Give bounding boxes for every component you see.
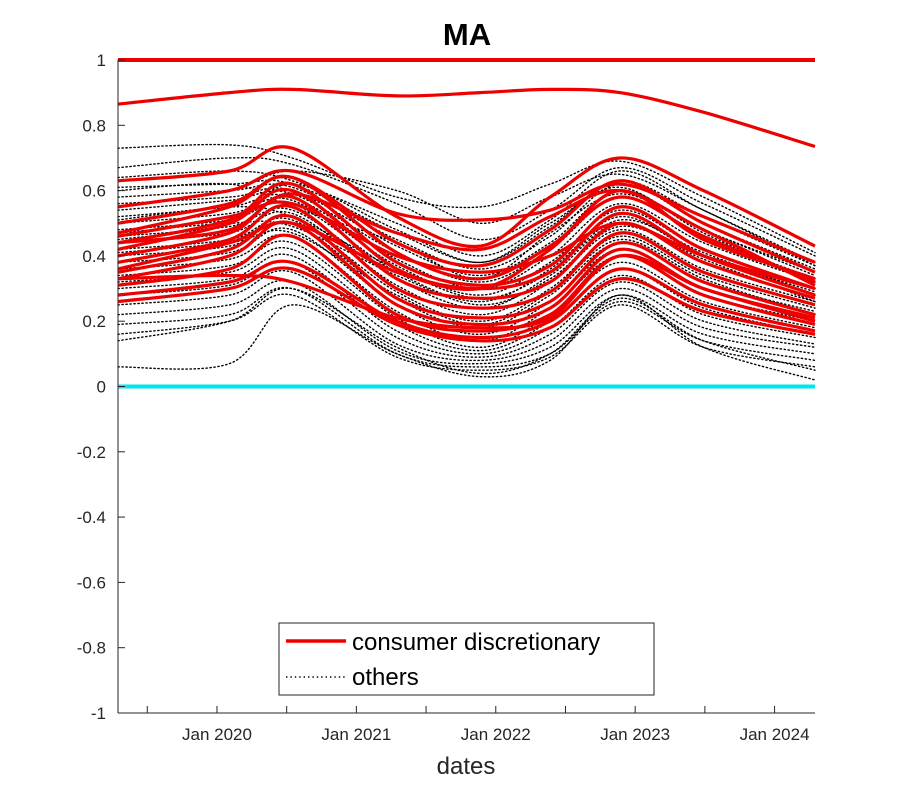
y-tick-label: 1: [97, 51, 106, 70]
series-line-others-ot-18: [117, 247, 816, 352]
series-line-consumer-discretionary-cd-15: [117, 188, 816, 291]
series-line-consumer-discretionary-cd-1: [117, 145, 816, 249]
legend: consumer discretionary others: [278, 622, 655, 696]
x-axis-label: dates: [437, 753, 496, 780]
series-layer: [117, 57, 816, 389]
series-line-consumer-discretionary-cd-top: [117, 87, 816, 149]
series-line-others-ot-25: [117, 287, 816, 375]
y-tick-label: -0.6: [77, 573, 106, 592]
x-tick-label: Jan 2021: [321, 725, 391, 744]
axes-layer: 1 0.8 0.6 0.4 0.2 0 -0.2 -0.4 -0.6 -0.8 -1 Jan 2020…: [77, 51, 815, 744]
x-tick-label: Jan 2020: [182, 725, 252, 744]
series-line-others-ot-29: [117, 183, 816, 283]
series-line-others-ot-5: [117, 183, 816, 270]
x-tick-label: Jan 2024: [740, 725, 810, 744]
y-tick-label: 0.8: [82, 116, 106, 135]
series-line-consumer-discretionary-cd-9: [117, 213, 816, 320]
y-tick-label: -0.8: [77, 639, 106, 658]
y-tick-label: -0.2: [77, 443, 106, 462]
x-tick-label: Jan 2022: [461, 725, 531, 744]
y-tick-label: 0.2: [82, 312, 106, 331]
series-line-consumer-discretionary-cd-16: [117, 188, 816, 287]
y-tick-label: 0.4: [82, 247, 106, 266]
series-line-consumer-discretionary-cd-14: [117, 200, 816, 291]
series-line-others-ot-24: [117, 293, 816, 371]
series-line-others-ot-2: [117, 156, 816, 257]
series-line-others-ot-22: [117, 279, 816, 365]
chart-title: MA: [443, 17, 491, 52]
series-line-others-ot-23: [117, 286, 816, 368]
series-line-consumer-discretionary-cd-8: [117, 204, 816, 310]
y-tick-label: 0.6: [82, 182, 106, 201]
series-line-others-ot-19: [117, 253, 816, 355]
series-line-others-ot-13: [117, 217, 816, 322]
y-tick-label: -1: [91, 704, 106, 723]
series-line-others-ot-21: [117, 270, 816, 362]
series-line-others-ot-26: [117, 294, 816, 381]
series-line-consumer-discretionary-cd-11: [117, 233, 816, 333]
series-line-others-ot-27: [117, 170, 816, 267]
x-tick-label: Jan 2023: [600, 725, 670, 744]
legend-label-consumer-discretionary: consumer discretionary: [352, 629, 600, 656]
legend-label-others: others: [352, 664, 419, 691]
series-line-others-ot-12: [117, 210, 816, 316]
series-line-consumer-discretionary-cd-2: [117, 168, 816, 264]
series-line-consumer-discretionary-cd-13: [117, 266, 816, 343]
series-line-consumer-discretionary-cd-5: [117, 181, 816, 291]
series-line-others-ot-30: [117, 206, 816, 300]
series-line-others-ot-1: [117, 143, 816, 254]
y-tick-label: -0.4: [77, 508, 106, 527]
series-line-others-ot-20: [117, 260, 816, 358]
series-line-consumer-discretionary-cd-17: [117, 253, 816, 330]
y-tick-label: 0: [97, 378, 106, 397]
series-line-others-ot-3: [117, 170, 816, 264]
legend-box: [278, 622, 655, 696]
